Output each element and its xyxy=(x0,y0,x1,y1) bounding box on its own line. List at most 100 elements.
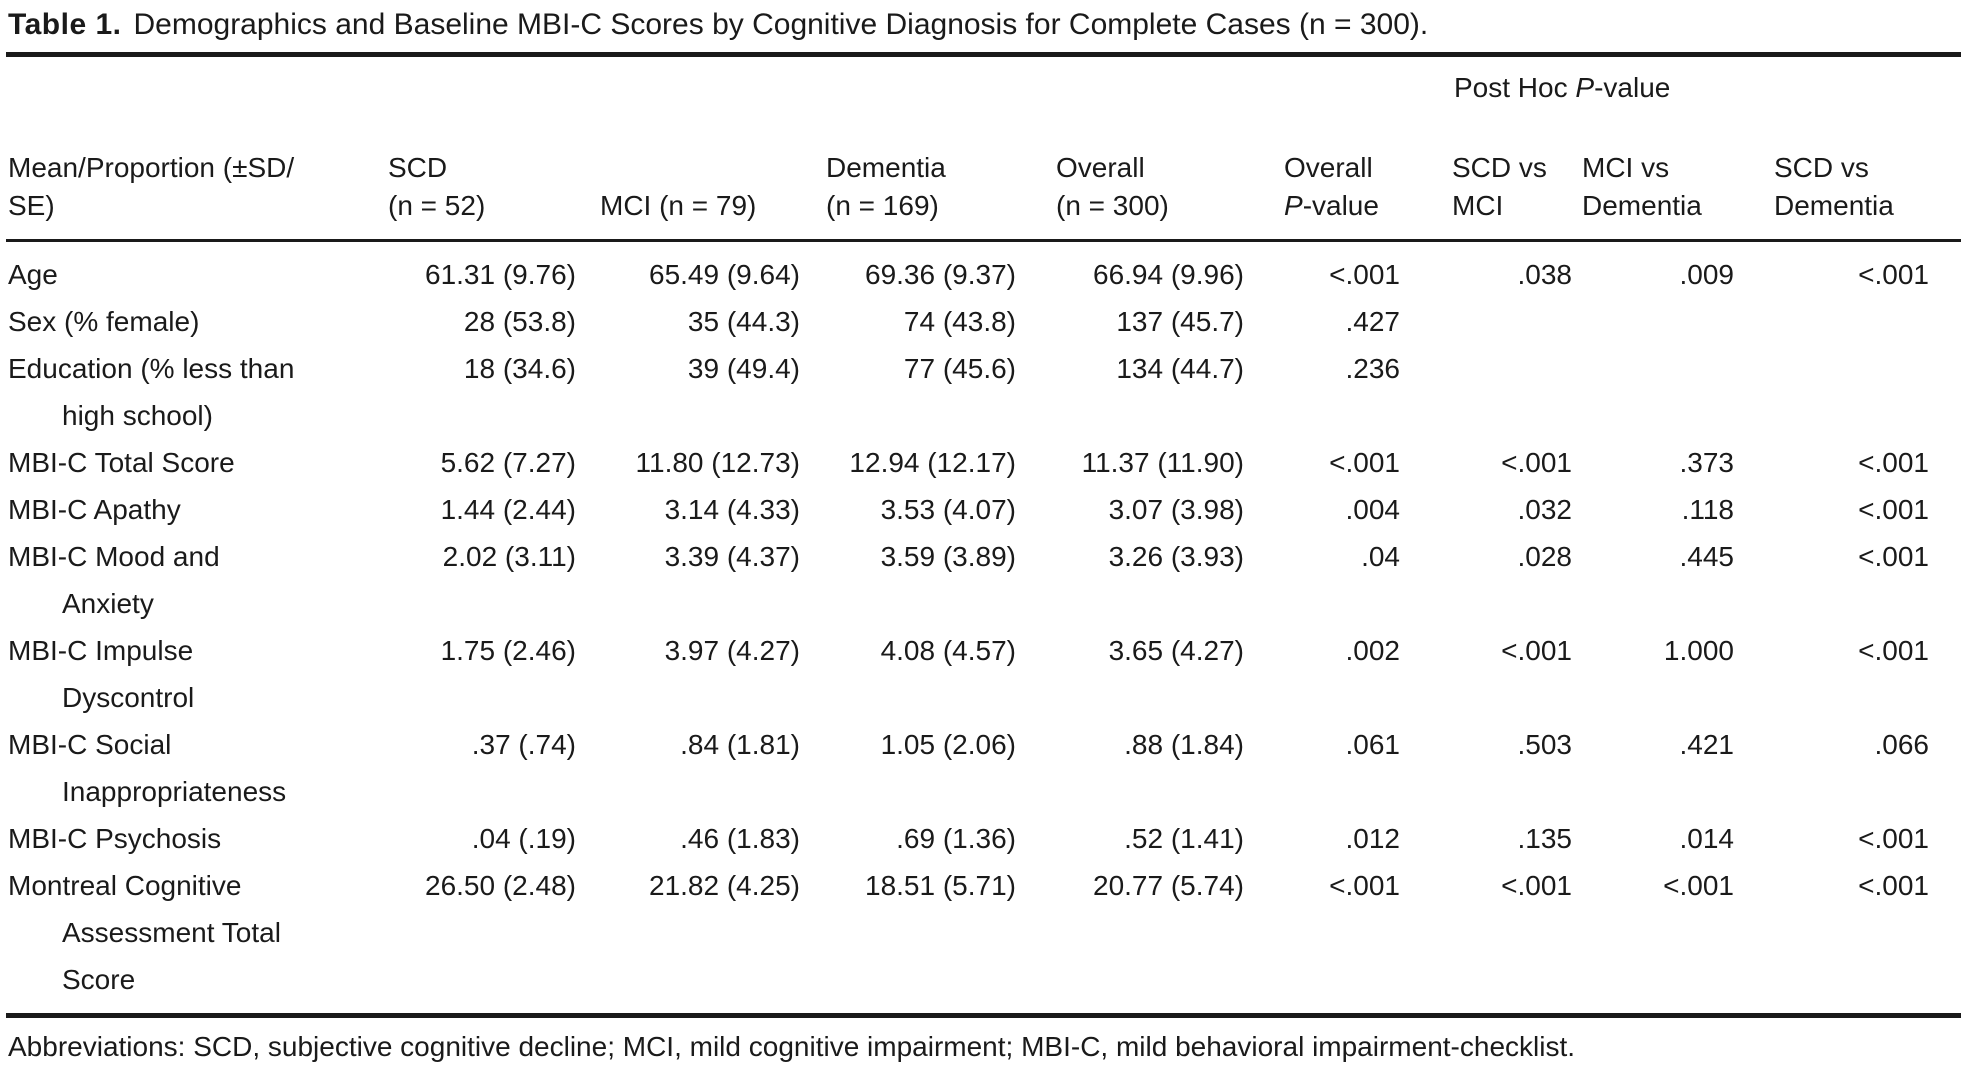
cell-mci: 39 (49.4) xyxy=(687,353,800,384)
cell-dementia: 18.51 (5.71) xyxy=(865,870,1016,901)
column-header-dementia: Dementia (n = 169) xyxy=(826,131,1056,242)
row-label-line: MBI-C Impulse xyxy=(8,635,194,666)
cell-scd-vs-dementia: <.001 xyxy=(1858,494,1929,525)
cell-overall-p-value: <.001 xyxy=(1329,447,1400,478)
table-title: Table 1. Demographics and Baseline MBI-C … xyxy=(6,4,1963,52)
cell-scd-vs-dementia: .066 xyxy=(1874,729,1930,760)
cell-dementia: 4.08 (4.57) xyxy=(880,635,1016,666)
row-label: Education (% less than high school) xyxy=(6,345,388,439)
cell-scd: 61.31 (9.76) xyxy=(425,259,576,290)
cell-mci: 35 (44.3) xyxy=(687,306,800,337)
column-header-scd-vs-dementia: SCD vs Dementia xyxy=(1774,131,1961,242)
cell-scd-vs-mci: .028 xyxy=(1517,541,1573,572)
cell-mci-vs-dementia: <.001 xyxy=(1663,870,1734,901)
posthoc-spacer-cell xyxy=(6,55,1452,132)
table-row: MBI-C Apathy 1.44 (2.44) 3.14 (4.33) 3.53 (… xyxy=(6,486,1961,533)
cell-scd: 1.44 (2.44) xyxy=(440,494,576,525)
row-label-line: MBI-C Mood and xyxy=(8,541,220,572)
column-header-scd-vs-mci: SCD vs MCI xyxy=(1452,131,1582,242)
cell-mci-vs-dementia xyxy=(1582,298,1774,345)
row-label-line: MBI-C Psychosis xyxy=(8,823,222,854)
cell-mci: .46 (1.83) xyxy=(680,823,800,854)
posthoc-spanner-row: Post Hoc P-value xyxy=(6,55,1961,132)
cell-mci-vs-dementia: .014 xyxy=(1679,823,1735,854)
row-label: MBI-C Mood and Anxiety xyxy=(6,533,388,627)
abbreviations-footnote: Abbreviations: SCD, subjective cognitive… xyxy=(8,1031,1576,1062)
column-header-stub: Mean/Proportion (±SD/ SE) xyxy=(6,131,388,242)
row-label: Age xyxy=(6,241,388,299)
cell-scd: .37 (.74) xyxy=(471,729,576,760)
cell-scd-vs-dementia: <.001 xyxy=(1858,635,1929,666)
row-label-line: MBI-C Apathy xyxy=(8,494,181,525)
cell-scd-vs-dementia: <.001 xyxy=(1858,259,1929,290)
cell-overall: 20.77 (5.74) xyxy=(1093,870,1244,901)
row-label-line: Inappropriateness xyxy=(62,776,287,807)
row-label: MBI-C Apathy xyxy=(6,486,388,533)
table-row: Montreal Cognitive Assessment Total Score 2… xyxy=(6,862,1961,1016)
cell-mci: 3.39 (4.37) xyxy=(664,541,800,572)
row-label-line: Dyscontrol xyxy=(62,682,195,713)
row-label-line: MBI-C Total Score xyxy=(8,447,235,478)
table-row: MBI-C Impulse Dyscontrol 1.75 (2.46) 3.97 (… xyxy=(6,627,1961,721)
table-header: Post Hoc P-value Mean/Proportion (±SD/ S… xyxy=(6,55,1961,242)
row-label: MBI-C Psychosis xyxy=(6,815,388,862)
posthoc-spanner-label: Post Hoc P-value xyxy=(1454,72,1671,103)
cell-scd-vs-mci xyxy=(1452,345,1582,439)
cell-mci: 11.80 (12.73) xyxy=(635,447,801,478)
cell-mci-vs-dementia: .421 xyxy=(1679,729,1735,760)
cell-scd-vs-dementia xyxy=(1774,345,1961,439)
cell-scd-vs-mci: <.001 xyxy=(1501,447,1572,478)
table-row: MBI-C Mood and Anxiety 2.02 (3.11) 3.39 (4.… xyxy=(6,533,1961,627)
cell-scd: 1.75 (2.46) xyxy=(440,635,576,666)
cell-overall-p-value: .427 xyxy=(1345,306,1401,337)
cell-overall-p-value: .04 xyxy=(1361,541,1400,572)
cell-overall-p-value: .004 xyxy=(1345,494,1401,525)
cell-overall: .88 (1.84) xyxy=(1124,729,1244,760)
cell-dementia: 74 (43.8) xyxy=(903,306,1016,337)
table-body: Age 61.31 (9.76) 65.49 (9.64) 69.36 (9.37) 6… xyxy=(6,241,1961,1016)
cell-overall-p-value: <.001 xyxy=(1329,870,1400,901)
row-label-line: Sex (% female) xyxy=(8,306,200,337)
cell-mci-vs-dementia: .118 xyxy=(1681,494,1734,525)
cell-dementia: 69.36 (9.37) xyxy=(865,259,1016,290)
column-header-mci: MCI (n = 79) xyxy=(600,131,826,242)
table-row: Age 61.31 (9.76) 65.49 (9.64) 69.36 (9.37) 6… xyxy=(6,241,1961,299)
row-label: Sex (% female) xyxy=(6,298,388,345)
table-row: Sex (% female) 28 (53.8) 35 (44.3) 74 (43.8… xyxy=(6,298,1961,345)
row-label-line: high school) xyxy=(62,400,213,431)
cell-scd-vs-mci: .038 xyxy=(1517,259,1573,290)
cell-scd-vs-mci xyxy=(1452,298,1582,345)
cell-dementia: .69 (1.36) xyxy=(896,823,1016,854)
cell-dementia: 77 (45.6) xyxy=(903,353,1016,384)
cell-overall: 3.65 (4.27) xyxy=(1108,635,1244,666)
row-label: Montreal Cognitive Assessment Total Score xyxy=(6,862,388,1016)
column-header-overall-p-value: Overall P-value xyxy=(1284,131,1452,242)
demographics-table: Post Hoc P-value Mean/Proportion (±SD/ S… xyxy=(6,52,1961,1018)
cell-scd: 5.62 (7.27) xyxy=(440,447,576,478)
row-label: MBI-C Total Score xyxy=(6,439,388,486)
table-row: MBI-C Psychosis .04 (.19) .46 (1.83) .69 (1… xyxy=(6,815,1961,862)
column-header-scd: SCD (n = 52) xyxy=(388,131,600,242)
cell-mci-vs-dementia: .009 xyxy=(1679,259,1735,290)
cell-mci-vs-dementia: .373 xyxy=(1679,447,1735,478)
cell-scd-vs-dementia: <.001 xyxy=(1858,870,1929,901)
table-row: MBI-C Social Inappropriateness .37 (.74) .8… xyxy=(6,721,1961,815)
posthoc-spanner-cell: Post Hoc P-value xyxy=(1452,55,1961,132)
cell-overall-p-value: .061 xyxy=(1345,729,1401,760)
cell-mci: 21.82 (4.25) xyxy=(649,870,800,901)
table-title-text: Demographics and Baseline MBI-C Scores b… xyxy=(133,8,1429,41)
row-label-line: Anxiety xyxy=(62,588,154,619)
cell-overall-p-value: <.001 xyxy=(1329,259,1400,290)
cell-scd-vs-dementia: <.001 xyxy=(1858,447,1929,478)
cell-mci: 65.49 (9.64) xyxy=(649,259,800,290)
column-header-mci-vs-dementia: MCI vs Dementia xyxy=(1582,131,1774,242)
table-row: Education (% less than high school) 18 (34… xyxy=(6,345,1961,439)
cell-scd-vs-dementia: <.001 xyxy=(1858,823,1929,854)
cell-scd-vs-dementia: <.001 xyxy=(1858,541,1929,572)
cell-dementia: 1.05 (2.06) xyxy=(880,729,1016,760)
row-label-line: MBI-C Social xyxy=(8,729,172,760)
table-row: MBI-C Total Score 5.62 (7.27) 11.80 (12.73… xyxy=(6,439,1961,486)
row-label-line: Assessment Total xyxy=(62,917,281,948)
cell-overall: 66.94 (9.96) xyxy=(1093,259,1244,290)
cell-mci: 3.14 (4.33) xyxy=(664,494,800,525)
